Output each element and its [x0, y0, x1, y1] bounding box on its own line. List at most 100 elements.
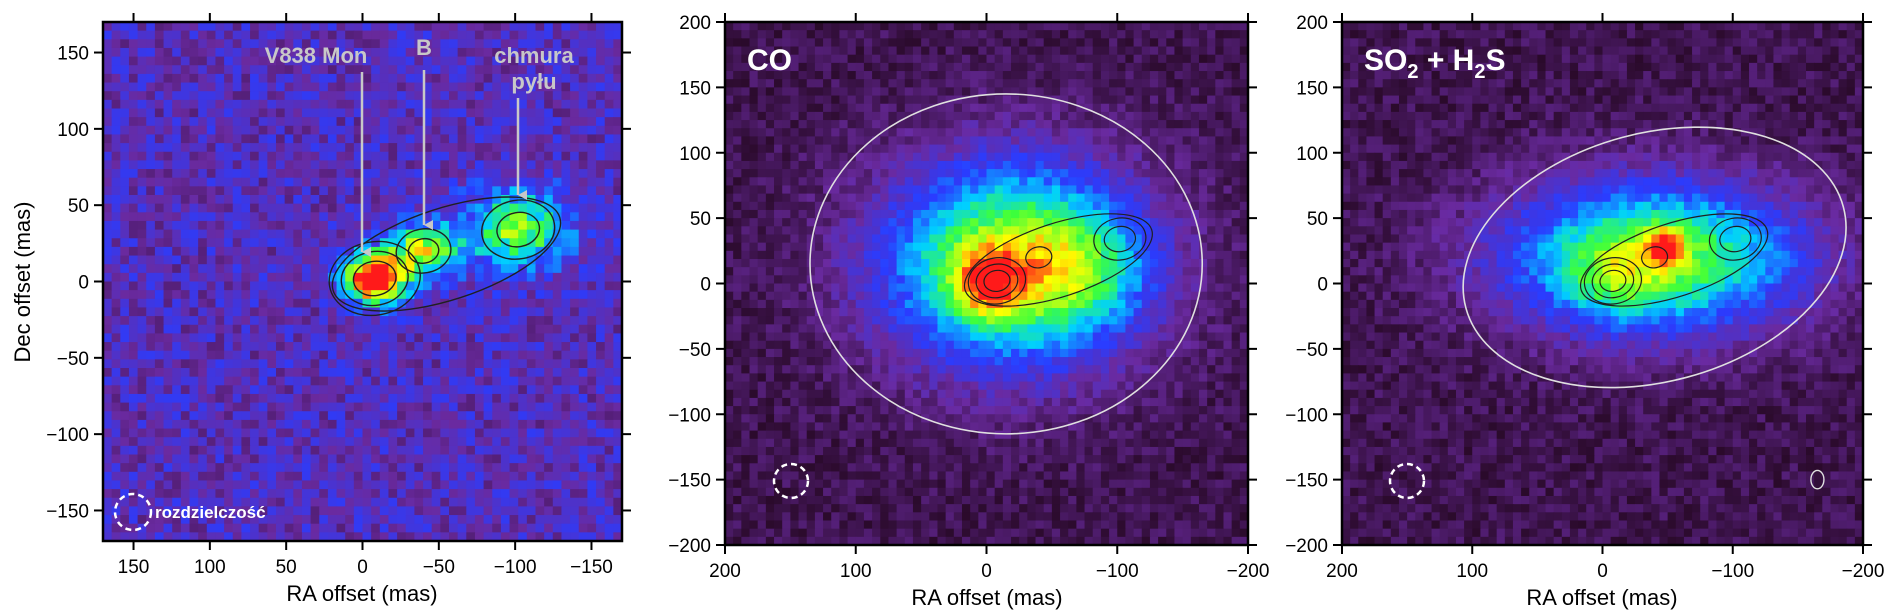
- heatmap-cell: [353, 73, 364, 84]
- heatmap-cell: [198, 65, 208, 75]
- heatmap-cell: [526, 212, 537, 222]
- heatmap-cell: [904, 54, 914, 64]
- heatmap-cell: [388, 316, 398, 326]
- heatmap-cell: [388, 324, 398, 334]
- heatmap-cell: [1141, 152, 1151, 162]
- heatmap-cell: [120, 177, 130, 187]
- heatmap-cell: [111, 195, 121, 205]
- heatmap-cell: [1076, 152, 1086, 162]
- heatmap-cell: [733, 160, 742, 170]
- heatmap-cell: [1190, 46, 1200, 56]
- heatmap-cell: [526, 437, 537, 447]
- heatmap-cell: [613, 272, 622, 283]
- heatmap-cell: [172, 264, 182, 274]
- heatmap-cell: [474, 411, 485, 421]
- heatmap-cell: [561, 47, 571, 58]
- heatmap-cell: [500, 480, 511, 490]
- heatmap-cell: [241, 151, 251, 161]
- heatmap-cell: [146, 342, 156, 352]
- heatmap-cell: [440, 463, 450, 473]
- heatmap-cell: [466, 186, 476, 196]
- heatmap-cell: [544, 497, 554, 507]
- heatmap-cell: [1060, 160, 1069, 170]
- heatmap-cell: [1035, 79, 1045, 88]
- heatmap-cell: [596, 324, 606, 334]
- heatmap-cell: [544, 342, 554, 352]
- heatmap-cell: [449, 272, 459, 283]
- heatmap-cell: [120, 489, 130, 499]
- heatmap-cell: [267, 480, 277, 490]
- heatmap-cell: [198, 368, 208, 378]
- heatmap-cell: [880, 46, 890, 56]
- heatmap-cell: [258, 195, 268, 205]
- heatmap-cell: [1223, 169, 1233, 178]
- heatmap-cell: [284, 117, 294, 127]
- heatmap-cell: [774, 152, 783, 162]
- heatmap-cell: [137, 480, 147, 490]
- heatmap-cell: [301, 298, 312, 309]
- heatmap-cell: [241, 229, 251, 239]
- heatmap-cell: [587, 220, 597, 231]
- heatmap-cell: [535, 376, 545, 386]
- heatmap-cell: [423, 350, 433, 360]
- heatmap-cell: [362, 497, 372, 507]
- heatmap-cell: [596, 411, 606, 421]
- heatmap-cell: [823, 111, 832, 121]
- heatmap-cell: [371, 419, 381, 430]
- heatmap-cell: [293, 471, 303, 482]
- heatmap-cell: [544, 143, 554, 153]
- heatmap-cell: [172, 238, 182, 248]
- heatmap-cell: [994, 144, 1004, 154]
- heatmap-cell: [774, 120, 783, 129]
- heatmap-cell: [855, 30, 865, 39]
- heatmap-cell: [1198, 136, 1208, 146]
- heatmap-cell: [474, 169, 485, 179]
- heatmap-cell: [1060, 152, 1069, 162]
- heatmap-cell: [474, 246, 485, 257]
- heatmap-cell: [224, 515, 234, 525]
- heatmap-cell: [552, 402, 563, 412]
- heatmap-cell: [1076, 22, 1086, 31]
- heatmap-cell: [180, 342, 191, 352]
- heatmap-cell: [570, 428, 580, 438]
- heatmap-cell: [224, 246, 234, 257]
- heatmap-cell: [570, 471, 580, 482]
- heatmap-cell: [552, 506, 563, 516]
- heatmap-cell: [741, 111, 751, 121]
- heatmap-cell: [725, 152, 734, 162]
- heatmap-cell: [250, 376, 260, 386]
- heatmap-cell: [492, 264, 502, 274]
- heatmap-cell: [250, 229, 260, 239]
- heatmap-cell: [293, 220, 303, 231]
- heatmap-cell: [526, 151, 537, 161]
- heatmap-cell: [509, 368, 519, 378]
- heatmap-cell: [937, 95, 947, 105]
- heatmap-cell: [1174, 30, 1184, 39]
- heatmap-cell: [831, 111, 840, 121]
- heatmap-cell: [578, 532, 588, 541]
- heatmap-cell: [806, 46, 816, 56]
- heatmap-cell: [128, 298, 139, 309]
- heatmap-cell: [509, 333, 519, 343]
- heatmap-cell: [1011, 95, 1020, 105]
- heatmap-cell: [327, 376, 338, 386]
- heatmap-cell: [293, 515, 303, 525]
- heatmap-cell: [128, 65, 139, 75]
- heatmap-cell: [492, 212, 502, 222]
- heatmap-cell: [483, 350, 493, 360]
- heatmap-cell: [1182, 62, 1192, 72]
- heatmap-cell: [937, 120, 947, 129]
- heatmap-cell: [806, 144, 816, 154]
- heatmap-cell: [1190, 111, 1200, 121]
- heatmap-cell: [518, 316, 528, 326]
- heatmap-cell: [880, 111, 890, 121]
- heatmap-cell: [733, 38, 742, 48]
- heatmap-cell: [353, 402, 364, 412]
- heatmap-cell: [970, 54, 979, 64]
- heatmap-cell: [310, 437, 320, 447]
- heatmap-cell: [423, 117, 433, 127]
- heatmap-cell: [103, 497, 113, 507]
- heatmap-cell: [483, 39, 493, 49]
- heatmap-cell: [111, 506, 121, 516]
- heatmap-cell: [1027, 30, 1037, 39]
